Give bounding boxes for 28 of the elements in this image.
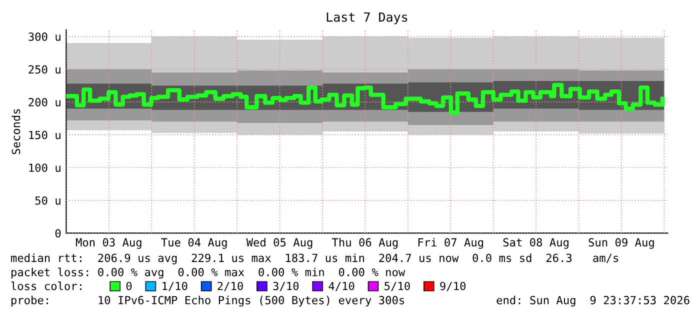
legend-label: 0 [126,282,132,290]
legend-label: 3/10 [273,282,299,292]
x-tick-label: Tue 04 Aug [161,238,227,249]
y-tick-label: 100 u [29,164,60,172]
legend-label: 2/10 [218,282,243,292]
y-tick-label: 150 u [29,130,60,140]
x-tick-label: Mon 03 Aug [76,238,142,249]
chart-title: Last 7 Days [326,12,408,24]
legend-label: 5/10 [384,282,410,292]
x-tick-label: Wed 05 Aug [246,238,312,249]
text: median rtt: 206.9 us avg 229.1 us max 183.7 us min 204.7 us now 0.0 ms sd 26.3 am/s [11,254,618,264]
text: packet loss: 0.00 % avg 0.00 % max 0.00 % min 0.00 % now [11,268,406,279]
legend-label: 9/10 [440,282,466,292]
y-tick-label: 50 u [35,196,60,205]
y-tick-label: 250 u [28,65,60,74]
x-tick-label: Fri 07 Aug [418,238,484,249]
text: probe: 10 IPv6-ICMP Echo Pings (500 Bytes) every 300s [11,296,404,307]
text: loss color: [11,282,82,290]
y-tick-label: 300 u [28,32,60,41]
x-tick-label: Sat 08 Aug [503,238,568,249]
y-axis-title: Seconds [12,109,20,154]
legend-label: 1/10 [162,282,188,292]
x-tick-label: Thu 06 Aug [332,238,398,249]
y-tick-label: 200 u [28,98,60,106]
y-tick-label: 0 [55,229,61,238]
x-tick-label: Sun 09 Aug [588,238,654,249]
text: end: Sun Aug 9 23:37:53 2026 [496,296,690,307]
legend-label: 4/10 [328,282,354,292]
